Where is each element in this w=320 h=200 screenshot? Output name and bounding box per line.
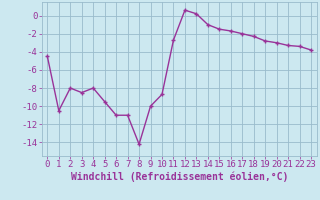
X-axis label: Windchill (Refroidissement éolien,°C): Windchill (Refroidissement éolien,°C) — [70, 172, 288, 182]
